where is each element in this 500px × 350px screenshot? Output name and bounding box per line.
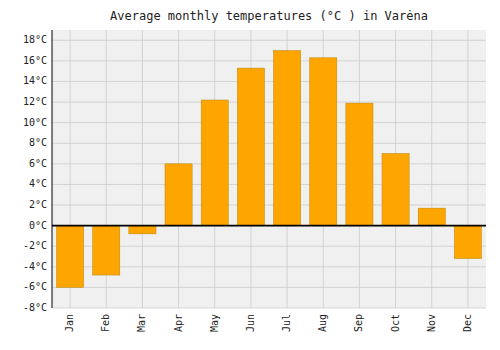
- y-tick-label: 18°C: [23, 34, 47, 45]
- grid-line-y: [52, 102, 486, 103]
- bar: [346, 103, 373, 226]
- bar: [129, 226, 156, 234]
- x-tick-label: Mar: [136, 314, 147, 332]
- bar: [418, 208, 445, 226]
- grid-line-y: [52, 163, 486, 164]
- y-axis-line: [52, 30, 53, 308]
- title: Average monthly temperatures (°C ) in Va…: [110, 9, 428, 23]
- y-tick-label: 6°C: [29, 158, 47, 169]
- grid-line-y: [52, 143, 486, 144]
- y-tick-label: 4°C: [29, 178, 47, 189]
- x-tick-label: Jan: [64, 314, 75, 332]
- bars: [57, 51, 482, 288]
- x-tick-label: Apr: [173, 314, 184, 332]
- bar: [93, 226, 120, 275]
- bar: [237, 68, 264, 226]
- y-tick-label: 10°C: [23, 117, 47, 128]
- y-tick-label: 16°C: [23, 55, 47, 66]
- y-tick-label: -6°C: [23, 281, 47, 292]
- y-tick-label: -4°C: [23, 261, 47, 272]
- bar: [454, 226, 481, 259]
- grid-line-y: [52, 287, 486, 288]
- grid-line-y: [52, 308, 486, 309]
- y-tick-label: 12°C: [23, 96, 47, 107]
- x-tick-label: Feb: [100, 314, 111, 332]
- bar: [310, 58, 337, 226]
- plot-area: [52, 30, 486, 308]
- grid-line-y: [52, 205, 486, 206]
- grid: [52, 30, 486, 308]
- y-tick-label: 8°C: [29, 137, 47, 148]
- x-tick-label: Dec: [462, 314, 473, 332]
- x-tick-label: May: [209, 314, 220, 332]
- bar: [57, 226, 84, 288]
- grid-line-y: [52, 184, 486, 185]
- grid-line-y: [52, 81, 486, 82]
- x-tick-label: Sep: [353, 314, 364, 332]
- grid-line-y: [52, 40, 486, 41]
- grid-line-x: [431, 30, 432, 308]
- x-tick-label: Nov: [426, 314, 437, 332]
- y-tick-label: -8°C: [23, 302, 47, 313]
- y-tick-label: -2°C: [23, 240, 47, 251]
- x-tick-label: Jun: [245, 314, 256, 332]
- bar: [201, 100, 228, 226]
- grid-line-x: [142, 30, 143, 308]
- grid-line-x: [467, 30, 468, 308]
- bar: [382, 154, 409, 226]
- y-tick-label: 2°C: [29, 199, 47, 210]
- grid-line-y: [52, 60, 486, 61]
- x-tick-label: Aug: [317, 314, 328, 332]
- zero-line: [52, 225, 486, 227]
- chart: -8°C -6°C -4°C -2°C 0°C 2°C 4°C 6°C 8°C 10°C 12°C 1…: [0, 0, 500, 350]
- grid-line-y: [52, 122, 486, 123]
- x-tick-label: Oct: [390, 314, 401, 332]
- bar: [165, 164, 192, 226]
- y-tick-label: 0°C: [29, 220, 47, 231]
- x-tick-label: Jul: [281, 314, 292, 332]
- bar: [274, 51, 301, 226]
- y-tick-label: 14°C: [23, 75, 47, 86]
- grid-line-y: [52, 225, 486, 226]
